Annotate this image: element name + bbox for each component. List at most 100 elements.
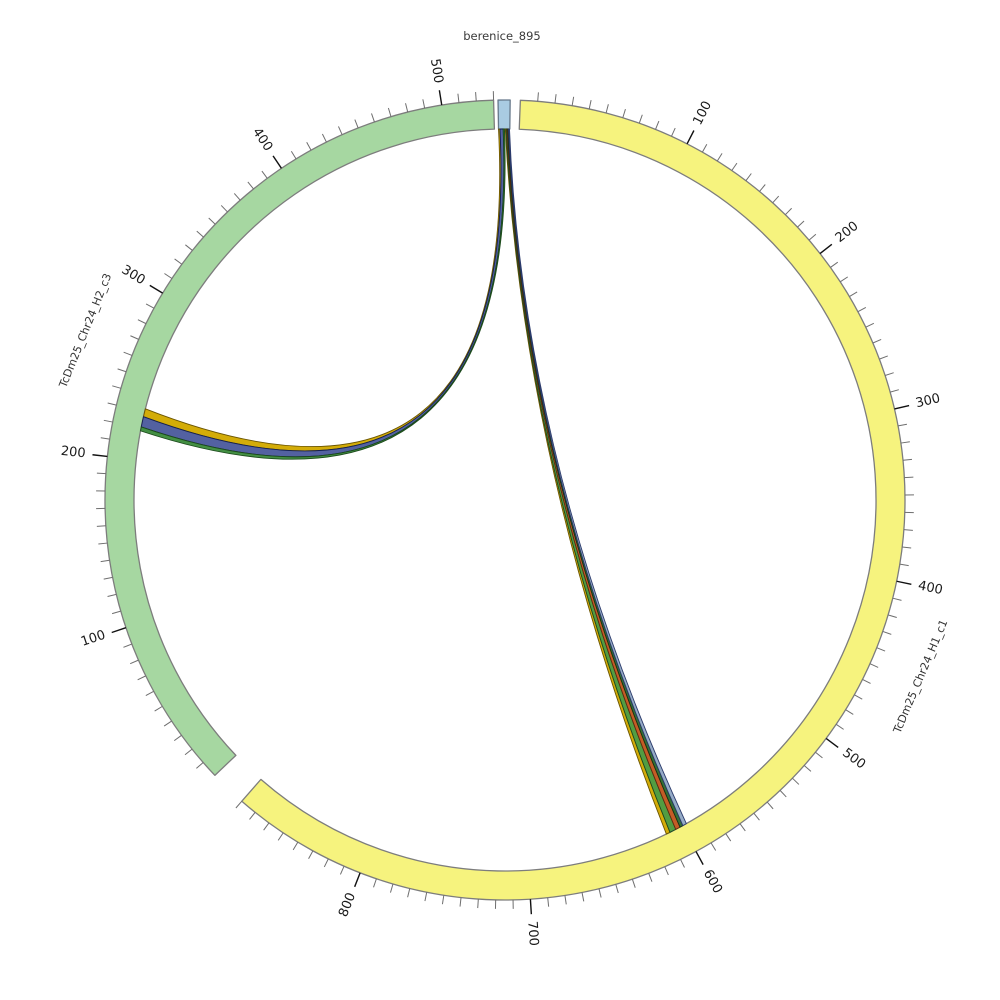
minor-tick — [655, 120, 660, 130]
minor-tick — [154, 705, 163, 712]
minor-tick — [887, 614, 897, 618]
major-tick — [529, 899, 533, 915]
minor-tick — [112, 385, 122, 389]
tick-label: 300 — [119, 263, 148, 289]
minor-tick — [892, 597, 902, 601]
minor-tick — [475, 92, 477, 102]
minor-tick — [902, 458, 913, 461]
minor-tick — [731, 162, 738, 171]
tick-label: 500 — [839, 746, 868, 773]
tick-label: 100 — [79, 628, 107, 650]
minor-tick — [902, 546, 912, 549]
minor-tick — [98, 542, 108, 545]
minor-tick — [371, 113, 375, 123]
minor-tick — [174, 258, 183, 265]
minor-tick — [123, 643, 133, 648]
minor-tick — [900, 441, 910, 444]
minor-tick — [622, 108, 626, 118]
minor-tick — [884, 372, 894, 376]
minor-tick — [571, 96, 575, 106]
minor-tick — [405, 103, 409, 113]
link-ber-h1-green — [505, 128, 677, 833]
major-tick — [896, 580, 912, 585]
minor-tick — [111, 610, 121, 615]
ticks-layer: 100 200 300 400 500 600 700 800 100 200 300 400 500 — [60, 58, 944, 947]
minor-tick — [145, 303, 155, 309]
segment-band-ber — [497, 99, 511, 130]
major-tick — [819, 243, 833, 255]
link-ber-h1-darkgreen — [507, 128, 684, 828]
minor-tick — [725, 833, 732, 842]
minor-tick — [477, 899, 479, 909]
minor-tick — [173, 734, 182, 742]
minor-tick — [598, 888, 602, 898]
major-tick — [686, 130, 695, 145]
minor-tick — [107, 593, 117, 597]
minor-tick — [792, 777, 800, 785]
minor-tick — [648, 873, 653, 882]
tick-label: 700 — [524, 921, 541, 947]
minor-tick — [815, 751, 823, 759]
minor-tick — [145, 690, 154, 697]
minor-tick — [797, 220, 805, 228]
minor-tick — [671, 127, 676, 137]
major-tick — [111, 627, 127, 634]
link-ber-h2-green — [140, 128, 506, 460]
minor-tick — [196, 762, 204, 769]
minor-tick — [117, 368, 127, 373]
minor-tick — [879, 355, 888, 360]
minor-tick — [321, 133, 327, 143]
minor-tick — [766, 801, 774, 810]
minor-tick — [716, 153, 723, 162]
minor-tick — [103, 576, 113, 580]
minor-tick — [638, 114, 643, 124]
minor-tick — [872, 338, 882, 344]
minor-tick — [247, 181, 254, 190]
minor-tick — [808, 233, 817, 241]
minor-tick — [547, 897, 550, 907]
labels-layer: TcDm25_Chr24_H1_c1 TcDm25_Chr24_H2_c3 — [56, 271, 950, 736]
minor-tick — [772, 195, 780, 204]
minor-tick — [564, 895, 567, 905]
minor-tick — [163, 720, 172, 727]
minor-tick — [588, 100, 592, 110]
segment-label-h2: TcDm25_Chr24_H2_c3 — [56, 271, 114, 390]
minor-tick — [779, 790, 787, 798]
minor-tick — [100, 559, 110, 563]
tick-label: 200 — [60, 444, 86, 462]
minor-tick — [422, 99, 426, 109]
minor-tick — [292, 841, 299, 851]
minor-tick — [537, 92, 539, 102]
minor-tick — [701, 144, 708, 153]
tick-label: 300 — [914, 391, 942, 411]
minor-tick — [137, 319, 147, 325]
major-tick — [438, 90, 443, 106]
minor-tick — [441, 895, 445, 905]
link-ber-h1-slate — [508, 128, 687, 827]
minor-tick — [387, 107, 392, 117]
minor-tick — [373, 878, 377, 888]
minor-tick — [164, 273, 173, 279]
major-tick — [825, 737, 839, 748]
minor-tick — [290, 150, 297, 160]
major-tick — [894, 404, 910, 410]
minor-tick — [759, 184, 766, 192]
minor-tick — [784, 207, 793, 216]
minor-tick — [261, 170, 268, 179]
minor-tick — [631, 879, 636, 888]
minor-tick — [249, 812, 256, 820]
tick-label: 200 — [833, 219, 862, 246]
minor-tick — [890, 389, 899, 393]
minor-tick — [100, 437, 110, 440]
tick-label: 500 — [427, 58, 446, 85]
minor-tick — [904, 476, 914, 479]
plot-title: berenice_895 — [463, 29, 541, 43]
minor-tick — [554, 94, 557, 104]
minor-tick — [107, 402, 117, 406]
minor-tick — [862, 678, 871, 684]
minor-tick — [899, 563, 909, 567]
minor-tick — [845, 709, 854, 715]
minor-tick — [839, 276, 849, 283]
